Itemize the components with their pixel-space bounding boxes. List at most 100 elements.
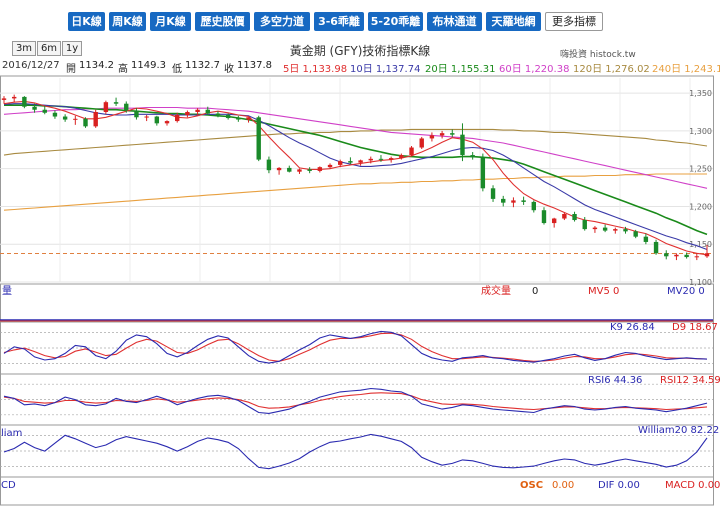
candle-body (297, 169, 302, 172)
daily-k-button[interactable]: 日K線 (68, 12, 105, 31)
candle-body (460, 134, 465, 156)
candle-body (572, 214, 577, 221)
rsi6-line (3, 387, 708, 414)
candle-body (124, 103, 129, 111)
candle-body (633, 231, 638, 237)
william-line (3, 433, 708, 470)
candle-body (348, 161, 353, 163)
candle-body (450, 133, 455, 135)
candle-body (22, 96, 27, 107)
info-open: 1134.2 (79, 60, 114, 71)
bias-3-6-button[interactable]: 3-6乖離 (314, 12, 364, 31)
william-value: William20 82.22 (638, 425, 719, 436)
info-low-label: 低 (172, 64, 182, 75)
candle-body (236, 118, 241, 120)
osc-label: OSC (520, 480, 543, 491)
mv5-value: MV5 0 (588, 286, 619, 297)
candle-body (429, 135, 435, 139)
more-indicators-button[interactable]: 更多指標 (545, 12, 603, 31)
candle-body (511, 200, 516, 203)
volume-value: 0 (532, 286, 538, 297)
candle-body (317, 167, 323, 171)
candle-body (541, 210, 547, 224)
candle-body (1, 98, 7, 100)
macd-value: MACD 0.00 (665, 480, 720, 491)
bull-bear-power-button[interactable]: 多空力道 (254, 12, 310, 31)
candle-body (42, 109, 47, 113)
info-ma60: 60日 1,220.38 (499, 64, 570, 75)
candle-body (521, 200, 526, 202)
candle-body (307, 169, 312, 171)
candle-body (113, 102, 119, 104)
candle-body (664, 253, 669, 257)
candle-body (215, 113, 221, 116)
tianluo-net-button[interactable]: 天羅地網 (486, 12, 541, 31)
info-open-label: 開 (66, 64, 76, 75)
macd-panel-frame (0, 476, 714, 506)
site-credit: 嗨投資 histock.tw (560, 50, 636, 60)
history-price-button[interactable]: 歷史股價 (195, 12, 250, 31)
info-ma10: 10日 1,137.74 (350, 64, 421, 75)
candle-body (674, 254, 679, 257)
info-close-label: 收 (224, 64, 234, 75)
candle-body (439, 133, 445, 136)
ma10-line (3, 103, 708, 251)
info-ma120: 120日 1,276.02 (573, 64, 650, 75)
candle-body (327, 164, 333, 168)
osc-value: 0.00 (552, 480, 574, 491)
candle-body (246, 117, 251, 120)
price-tick-label: 1,100 (689, 278, 712, 287)
info-low: 1132.7 (185, 60, 220, 71)
candle-body (399, 155, 404, 159)
candle-body (480, 157, 486, 189)
candle-body (225, 115, 231, 119)
k9-value: K9 26.84 (610, 322, 655, 333)
range-6m-button[interactable]: 6m (37, 41, 61, 56)
volume-panel-label: 量 (2, 285, 12, 297)
range-3m-button[interactable]: 3m (12, 41, 36, 56)
candle-body (205, 109, 210, 114)
price-info-bar: 2016/12/27 開 1134.2 高 1149.3 低 1132.7 收 … (2, 60, 720, 75)
monthly-k-button[interactable]: 月K線 (150, 12, 191, 31)
candle-body (501, 198, 506, 203)
price-tick-label: 1,350 (689, 89, 712, 98)
d9-value: D9 18.67 (672, 322, 718, 333)
candle-body (694, 256, 700, 258)
candle-body (83, 118, 88, 127)
candle-body (144, 116, 149, 118)
chart-title: 黃金期 (GFY)技術指標K線 (289, 44, 431, 58)
candle-body (582, 220, 587, 230)
candle-body (154, 116, 160, 124)
price-tick-label: 1,150 (689, 240, 712, 249)
price-tick-label: 1,300 (689, 127, 712, 136)
candle-body (11, 96, 17, 99)
k9-line (3, 330, 708, 364)
info-ma5: 5日 1,133.98 (283, 64, 348, 75)
bollinger-button[interactable]: 布林通道 (427, 12, 482, 31)
rsi6-value: RSI6 44.36 (588, 375, 642, 386)
candle-body (531, 201, 536, 211)
range-1y-button[interactable]: 1y (62, 41, 82, 56)
candle-body (32, 106, 37, 110)
mv20-value: MV20 0 (667, 286, 705, 297)
candle-body (195, 109, 200, 112)
candle-body (409, 147, 414, 156)
candle-body (52, 112, 58, 117)
candle-body (562, 214, 567, 219)
candle-body (419, 138, 424, 148)
ma5-line (3, 100, 708, 256)
candle-body (368, 158, 373, 161)
candle-body (653, 241, 659, 254)
candle-body (613, 229, 618, 231)
candle-body (551, 218, 557, 224)
candle-body (276, 167, 282, 171)
dif-value: DIF 0.00 (598, 480, 640, 491)
candle-body (266, 159, 272, 171)
candle-body (287, 167, 292, 172)
bias-5-20-button[interactable]: 5-20乖離 (368, 12, 423, 31)
candle-body (256, 117, 261, 160)
candle-body (602, 227, 608, 231)
weekly-k-button[interactable]: 周K線 (109, 12, 146, 31)
info-high-label: 高 (118, 64, 128, 75)
